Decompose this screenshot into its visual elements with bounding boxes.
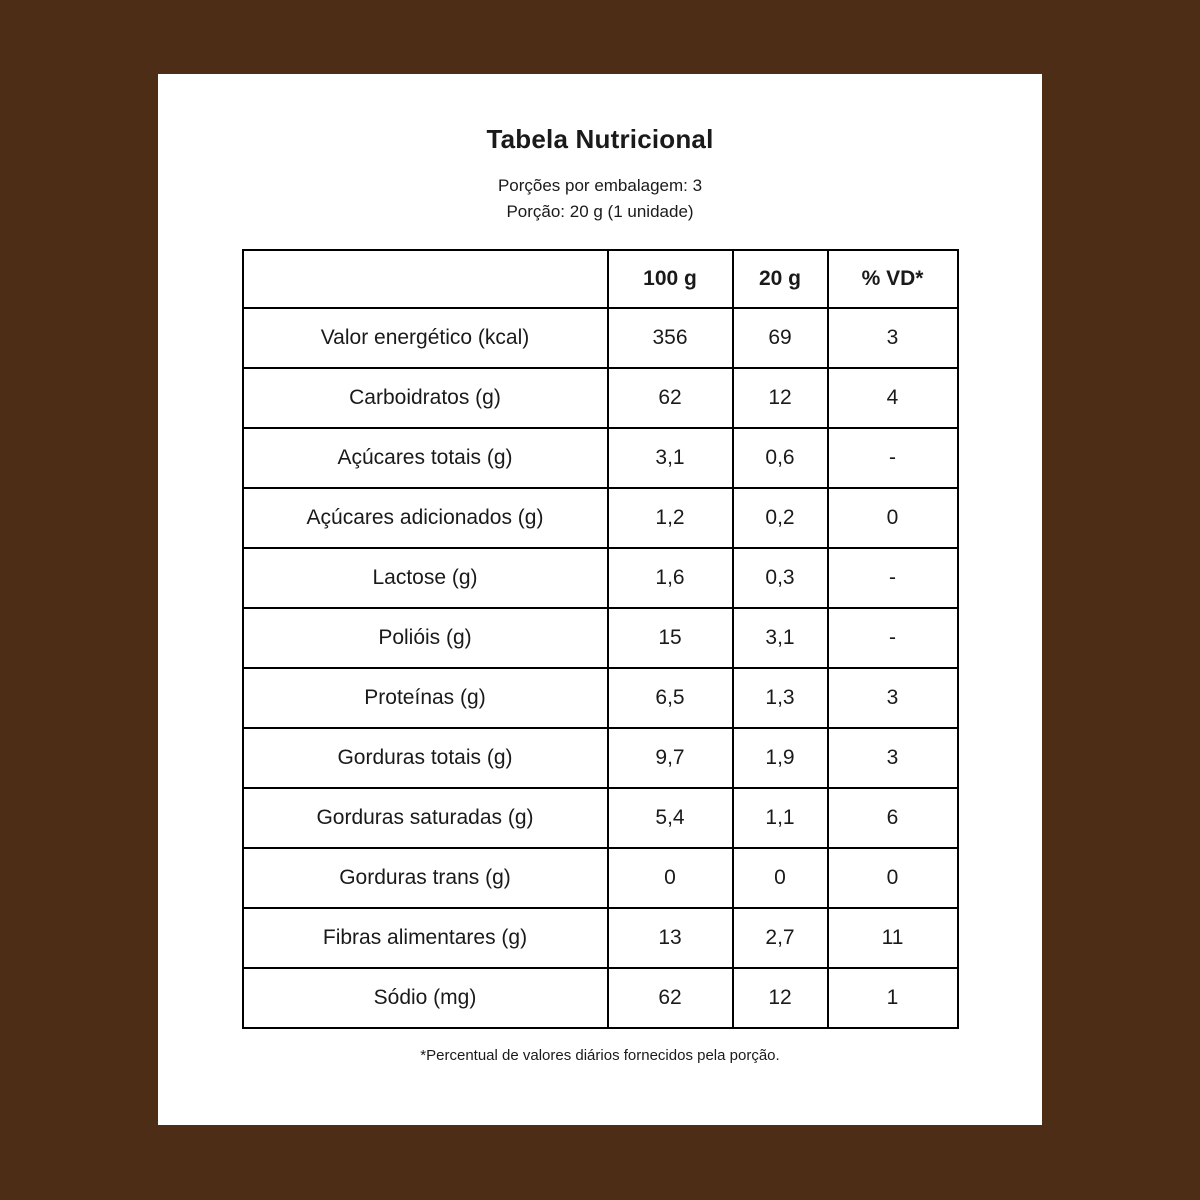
value-per-100g: 62 bbox=[606, 367, 734, 429]
value-per-20g: 0,2 bbox=[731, 487, 829, 549]
value-per-100g: 5,4 bbox=[606, 787, 734, 849]
column-header-empty bbox=[241, 249, 609, 309]
nutrient-label: Gorduras saturadas (g) bbox=[241, 787, 609, 849]
value-percent-vd: 0 bbox=[826, 847, 959, 909]
value-per-100g: 1,2 bbox=[606, 487, 734, 549]
table-row: Lactose (g) 1,6 0,3 - bbox=[241, 547, 959, 609]
table-row: Fibras alimentares (g) 13 2,7 11 bbox=[241, 907, 959, 969]
value-per-100g: 9,7 bbox=[606, 727, 734, 789]
nutrition-table: 100 g 20 g % VD* Valor energético (kcal)… bbox=[241, 249, 959, 1029]
nutrient-label: Carboidratos (g) bbox=[241, 367, 609, 429]
table-header-row: 100 g 20 g % VD* bbox=[241, 249, 959, 309]
value-percent-vd: 6 bbox=[826, 787, 959, 849]
value-percent-vd: - bbox=[826, 427, 959, 489]
nutrient-label: Açúcares adicionados (g) bbox=[241, 487, 609, 549]
nutrient-label: Açúcares totais (g) bbox=[241, 427, 609, 489]
servings-per-package-text: Porções por embalagem: 3 bbox=[497, 176, 703, 195]
value-per-100g: 3,1 bbox=[606, 427, 734, 489]
nutrient-label: Lactose (g) bbox=[241, 547, 609, 609]
nutrient-label: Gorduras trans (g) bbox=[241, 847, 609, 909]
nutrient-label: Sódio (mg) bbox=[241, 967, 609, 1029]
value-per-20g: 0,6 bbox=[731, 427, 829, 489]
portion-size-text: Porção: 20 g (1 unidade) bbox=[506, 202, 694, 221]
value-percent-vd: - bbox=[826, 547, 959, 609]
value-per-20g: 3,1 bbox=[731, 607, 829, 669]
value-per-20g: 12 bbox=[731, 367, 829, 429]
value-per-20g: 0,3 bbox=[731, 547, 829, 609]
table-row: Sódio (mg) 62 12 1 bbox=[241, 967, 959, 1029]
table-row: Gorduras saturadas (g) 5,4 1,1 6 bbox=[241, 787, 959, 849]
value-per-100g: 1,6 bbox=[606, 547, 734, 609]
value-percent-vd: - bbox=[826, 607, 959, 669]
value-per-100g: 6,5 bbox=[606, 667, 734, 729]
value-percent-vd: 0 bbox=[826, 487, 959, 549]
table-row: Carboidratos (g) 62 12 4 bbox=[241, 367, 959, 429]
value-per-100g: 356 bbox=[606, 307, 734, 369]
table-row: Valor energético (kcal) 356 69 3 bbox=[241, 307, 959, 369]
table-row: Polióis (g) 15 3,1 - bbox=[241, 607, 959, 669]
value-percent-vd: 4 bbox=[826, 367, 959, 429]
page-title: Tabela Nutricional bbox=[486, 124, 714, 154]
value-per-20g: 2,7 bbox=[731, 907, 829, 969]
value-per-20g: 1,1 bbox=[731, 787, 829, 849]
value-percent-vd: 3 bbox=[826, 727, 959, 789]
nutrient-label: Gorduras totais (g) bbox=[241, 727, 609, 789]
value-percent-vd: 3 bbox=[826, 307, 959, 369]
nutrient-label: Fibras alimentares (g) bbox=[241, 907, 609, 969]
value-percent-vd: 11 bbox=[826, 907, 959, 969]
value-per-20g: 69 bbox=[731, 307, 829, 369]
footnote-text: *Percentual de valores diários fornecido… bbox=[420, 1047, 780, 1064]
value-per-20g: 1,9 bbox=[731, 727, 829, 789]
value-per-100g: 15 bbox=[606, 607, 734, 669]
table-body: Valor energético (kcal) 356 69 3 Carboid… bbox=[241, 307, 959, 1029]
nutrition-label-card: Tabela Nutricional Porções por embalagem… bbox=[158, 74, 1042, 1125]
value-per-20g: 12 bbox=[731, 967, 829, 1029]
nutrient-label: Polióis (g) bbox=[241, 607, 609, 669]
value-percent-vd: 1 bbox=[826, 967, 959, 1029]
value-per-100g: 62 bbox=[606, 967, 734, 1029]
column-header-20g: 20 g bbox=[731, 249, 829, 309]
table-row: Proteínas (g) 6,5 1,3 3 bbox=[241, 667, 959, 729]
value-per-20g: 1,3 bbox=[731, 667, 829, 729]
column-header-100g: 100 g bbox=[606, 249, 734, 309]
value-percent-vd: 3 bbox=[826, 667, 959, 729]
value-per-100g: 13 bbox=[606, 907, 734, 969]
column-header-percent-vd: % VD* bbox=[826, 249, 959, 309]
serving-info: Porções por embalagem: 3 Porção: 20 g (1… bbox=[158, 173, 1042, 225]
table-row: Gorduras totais (g) 9,7 1,9 3 bbox=[241, 727, 959, 789]
nutrient-label: Proteínas (g) bbox=[241, 667, 609, 729]
value-per-20g: 0 bbox=[731, 847, 829, 909]
table-row: Açúcares totais (g) 3,1 0,6 - bbox=[241, 427, 959, 489]
value-per-100g: 0 bbox=[606, 847, 734, 909]
nutrient-label: Valor energético (kcal) bbox=[241, 307, 609, 369]
table-row: Gorduras trans (g) 0 0 0 bbox=[241, 847, 959, 909]
table-row: Açúcares adicionados (g) 1,2 0,2 0 bbox=[241, 487, 959, 549]
